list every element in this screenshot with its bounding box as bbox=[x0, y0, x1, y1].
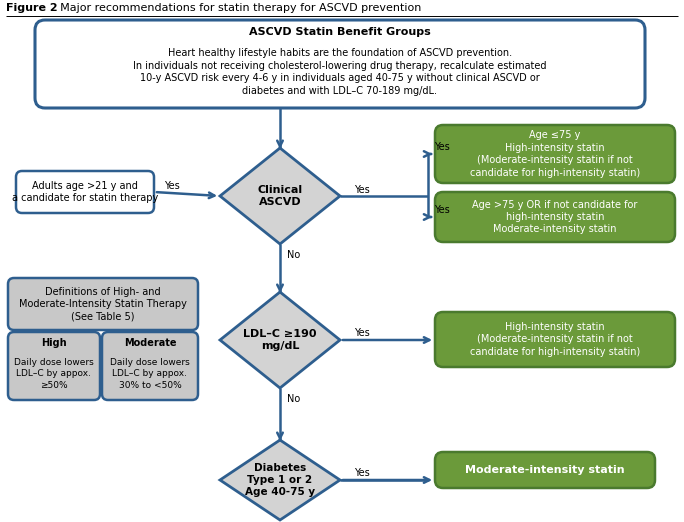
Text: LDL–C ≥190
mg/dL: LDL–C ≥190 mg/dL bbox=[244, 329, 317, 351]
Text: Yes: Yes bbox=[434, 205, 450, 215]
FancyBboxPatch shape bbox=[435, 125, 675, 183]
Text: Moderate: Moderate bbox=[124, 338, 176, 348]
Text: Daily dose lowers
LDL–C by appox.
30% to <50%: Daily dose lowers LDL–C by appox. 30% to… bbox=[110, 359, 190, 389]
Polygon shape bbox=[220, 440, 340, 520]
FancyBboxPatch shape bbox=[102, 332, 198, 400]
Text: Daily dose lowers
LDL–C by appox.
≥50%: Daily dose lowers LDL–C by appox. ≥50% bbox=[14, 359, 94, 389]
FancyBboxPatch shape bbox=[8, 332, 100, 400]
Text: Clinical
ASCVD: Clinical ASCVD bbox=[257, 185, 302, 207]
FancyBboxPatch shape bbox=[435, 452, 655, 488]
Text: Age >75 y OR if not candidate for
high-intensity statin
Moderate-intensity stati: Age >75 y OR if not candidate for high-i… bbox=[473, 199, 637, 234]
Text: Age ≤75 y
High-intensity statin
(Moderate-intensity statin if not
candidate for : Age ≤75 y High-intensity statin (Moderat… bbox=[470, 130, 640, 177]
Text: Adults age >21 y and
a candidate for statin therapy: Adults age >21 y and a candidate for sta… bbox=[12, 181, 158, 203]
Polygon shape bbox=[220, 292, 340, 388]
Text: Moderate-intensity statin: Moderate-intensity statin bbox=[465, 465, 624, 475]
Text: Yes: Yes bbox=[354, 185, 370, 195]
Text: Heart healthy lifestyle habits are the foundation of ASCVD prevention.
In indivi: Heart healthy lifestyle habits are the f… bbox=[133, 49, 547, 96]
Text: High-intensity statin
(Moderate-intensity statin if not
candidate for high-inten: High-intensity statin (Moderate-intensit… bbox=[470, 322, 640, 357]
Text: Yes: Yes bbox=[434, 142, 450, 152]
FancyBboxPatch shape bbox=[16, 171, 154, 213]
Text: Yes: Yes bbox=[164, 181, 180, 191]
FancyBboxPatch shape bbox=[435, 312, 675, 367]
Text: No: No bbox=[287, 394, 300, 404]
Text: . Major recommendations for statin therapy for ASCVD prevention: . Major recommendations for statin thera… bbox=[53, 3, 421, 13]
Text: High: High bbox=[41, 338, 67, 348]
Text: ASCVD Statin Benefit Groups: ASCVD Statin Benefit Groups bbox=[249, 27, 431, 37]
Text: No: No bbox=[287, 250, 300, 260]
Polygon shape bbox=[220, 148, 340, 244]
FancyBboxPatch shape bbox=[435, 192, 675, 242]
Text: Yes: Yes bbox=[354, 468, 370, 478]
Text: Figure 2: Figure 2 bbox=[6, 3, 57, 13]
Text: Diabetes
Type 1 or 2
Age 40-75 y: Diabetes Type 1 or 2 Age 40-75 y bbox=[245, 462, 315, 497]
FancyBboxPatch shape bbox=[8, 278, 198, 330]
FancyBboxPatch shape bbox=[35, 20, 645, 108]
Text: Yes: Yes bbox=[354, 328, 370, 338]
Text: Definitions of High- and
Moderate-Intensity Statin Therapy
(See Table 5): Definitions of High- and Moderate-Intens… bbox=[19, 287, 187, 322]
